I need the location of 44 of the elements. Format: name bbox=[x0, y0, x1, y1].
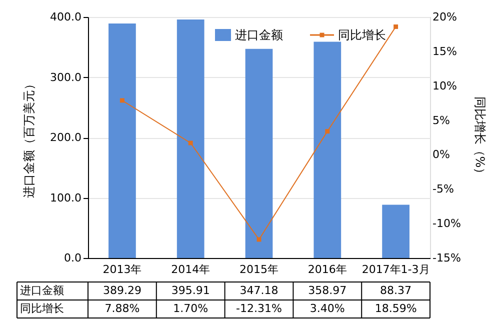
bar bbox=[176, 19, 204, 258]
y2-tick-label: 5% bbox=[432, 114, 450, 127]
bar bbox=[108, 23, 136, 258]
data-label: 347.18 bbox=[240, 284, 278, 297]
text: 进口金额 bbox=[20, 284, 64, 297]
data-label: 395.91 bbox=[171, 284, 210, 297]
y-tick-label: 200.0 bbox=[50, 131, 82, 144]
data-label: 3.40% bbox=[310, 302, 345, 315]
x-tick-label: 2016年 bbox=[308, 263, 347, 276]
bar bbox=[382, 204, 410, 258]
x-tick-label: 2013年 bbox=[102, 263, 142, 276]
point bbox=[325, 129, 330, 134]
data-label: 7.88% bbox=[104, 302, 140, 315]
bar bbox=[245, 48, 273, 258]
data-label: 18.59% bbox=[374, 302, 417, 315]
y-tick-label: 400.0 bbox=[50, 10, 82, 24]
text: 同比增长 bbox=[20, 302, 64, 315]
y-axis-title: 进口金额（百万美元） bbox=[22, 78, 36, 198]
y2-tick-label: 0% bbox=[432, 148, 450, 162]
y2-tick-label: -10% bbox=[432, 217, 461, 230]
data-label: 358.97 bbox=[308, 284, 347, 297]
y2-tick-label: -15% bbox=[432, 252, 461, 264]
x-tick-label: 2015年 bbox=[240, 263, 278, 276]
y-tick-label: 0.0 bbox=[64, 252, 82, 264]
x-tick-label: 2014年 bbox=[171, 263, 210, 276]
y2-tick-label: 15% bbox=[432, 44, 457, 58]
y-tick-label: 300.0 bbox=[50, 70, 82, 84]
y2-tick-label: -5% bbox=[432, 182, 454, 196]
point bbox=[120, 98, 124, 103]
data-label: 88.37 bbox=[380, 284, 412, 297]
y2-tick-label: 20% bbox=[432, 10, 457, 24]
y2-tick-label: 10% bbox=[432, 79, 457, 92]
legend-label: 进口金额 bbox=[235, 28, 283, 42]
y-tick-label: 100.0 bbox=[50, 191, 82, 204]
x-tick-label: 2017年1-3月 bbox=[362, 263, 430, 276]
bar bbox=[314, 42, 342, 258]
point bbox=[394, 24, 398, 29]
y2-axis-title: 同比增长（%） bbox=[472, 96, 487, 180]
data-label: 389.29 bbox=[102, 284, 142, 297]
point bbox=[188, 140, 193, 146]
legend-label: 同比增长 bbox=[338, 28, 386, 42]
point bbox=[256, 237, 262, 242]
data-label: 1.70% bbox=[173, 302, 208, 315]
data-label: -12.31% bbox=[236, 302, 282, 315]
